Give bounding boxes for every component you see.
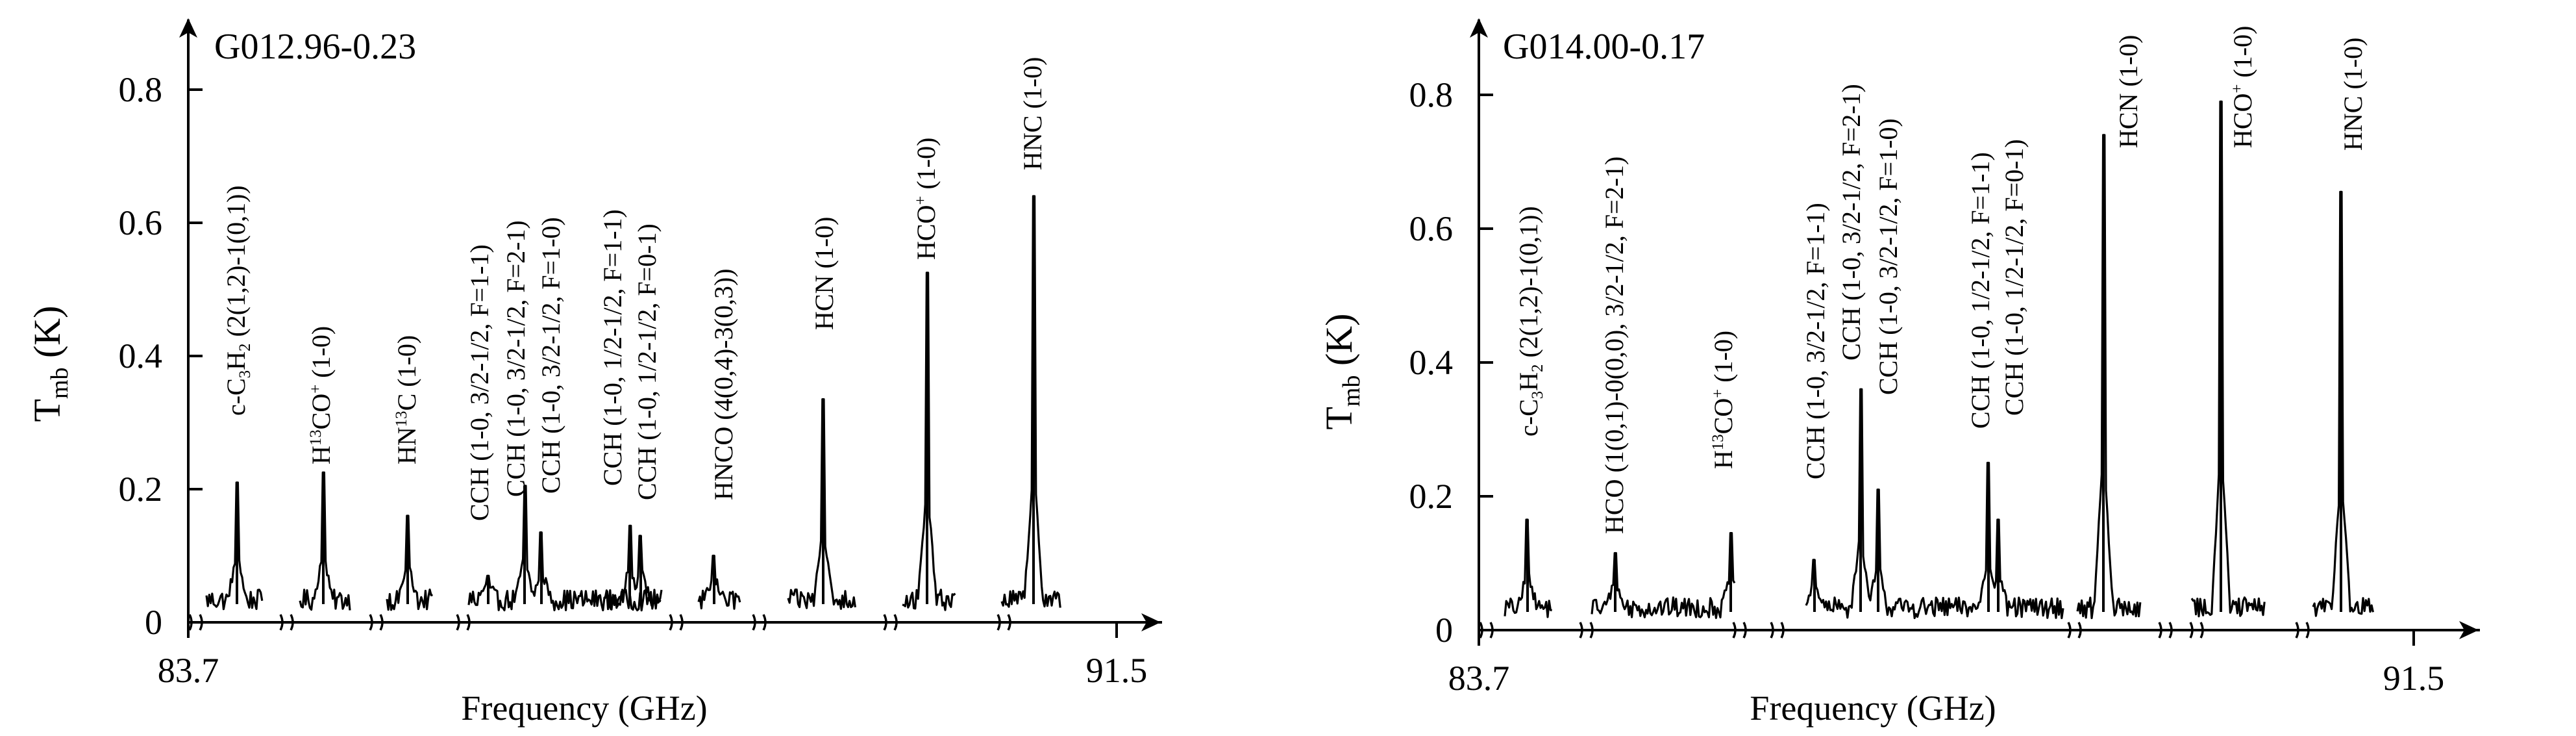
y-tick-label: 0.6 [119,203,163,242]
panel-title: G012.96-0.23 [214,27,416,67]
y-tick-label: 0.8 [119,70,163,109]
axis-break [669,614,684,631]
y-axis-label: Tmb (K) [1318,313,1365,429]
spectrum-segment [787,398,856,610]
line-label: HNC (1-0) [2338,38,2368,151]
line-label: HCO (1(0,1)-0(0,0), 3/2-1/2, F=2-1) [1600,157,1629,534]
line-label: HN13​C (1-0) [392,335,421,464]
spectrum-segment [902,272,956,611]
axis-break [188,614,203,631]
axis-break [2158,622,2173,639]
spectrum-segment [299,471,351,611]
axis-break [883,614,898,631]
axis-break [2067,622,2082,639]
spectrum-segment [1000,195,1061,608]
line-label: HNCO (4(0,4)-3(0,3)) [709,268,738,500]
y-tick-label: 0.4 [1409,343,1454,382]
panel-g012: 0 0.2 0.4 0.6 0.8 83.7 91.5 G012.96-0.23 Frequen… [26,18,1162,728]
spectrum-segment [1591,532,1736,619]
spectrum-segment [467,485,663,612]
axis-break [456,614,471,631]
axis-break [1479,622,1494,639]
y-tick-label: 0.8 [1409,75,1454,114]
x-axis-label: Frequency (GHz) [1750,689,1996,728]
line-label: CCH (1-0, 1/2-1/2, F=0-1) [632,223,662,500]
line-label: CCH (1-0, 3/2-1/2, F=1-0) [536,217,565,494]
line-label: CCH (1-0, 3/2-1/2, F=1-1) [1801,203,1830,479]
y-tick-label: 0.6 [1409,209,1454,248]
line-label: HNC (1-0) [1018,57,1047,170]
line-label: HCO+​ (1-0) [911,138,941,260]
line-label: HCO+​ (1-0) [2228,26,2257,148]
x-axis-arrow [1141,613,1161,631]
x-axis-label: Frequency (GHz) [461,689,707,728]
x-tick-label: 83.7 [1448,659,1510,698]
line-label: H13​CO+​ (1-0) [1709,331,1738,469]
y-axis-label: Tmb (K) [26,305,73,422]
panel-g014: 0 0.2 0.4 0.6 0.8 83.7 91.5 G014.00-0.17 Frequen… [1318,18,2480,728]
line-label: CCH (1-0, 3/2-1/2, F=2-1) [1837,84,1866,361]
axis-break [1770,622,1785,639]
line-label: c-C3​H2​ (2(1,2)-1(0,1)) [221,185,254,416]
line-label: HCN (1-0) [810,217,839,330]
line-label: CCH (1-0, 3/2-1/2, F=1-1) [465,244,494,521]
spectrum-segment [386,514,433,611]
spectrum-segment [697,554,741,610]
spectrum-segment [1805,388,2064,620]
line-label: CCH (1-0, 3/2-1/2, F=1-0) [1874,118,1903,395]
x-tick-label: 91.5 [1086,651,1148,690]
axis-break [369,614,384,631]
y-tick-label: 0.2 [1409,477,1454,516]
line-label: CCH (1-0, 1/2-1/2, F=0-1) [2000,139,2029,416]
spectrum-segment [603,524,662,611]
axis-break [1732,622,1747,639]
line-label: CCH (1-0, 1/2-1/2, F=1-1) [598,209,627,486]
spectrum-segment [2312,190,2374,617]
line-label: H13​CO+​ (1-0) [306,326,336,464]
line-label: HCN (1-0) [2114,35,2143,148]
axis-break [1579,622,1594,639]
y-tick-label: 0.4 [119,336,163,375]
x-tick-label: 83.7 [158,651,219,690]
line-label: c-C3​H2​ (2(1,2)-1(0,1)) [1514,206,1546,437]
line-label: CCH (1-0, 3/2-1/2, F=2-1) [501,220,530,497]
spectrum-segment [2076,134,2142,620]
y-tick-label: 0 [145,603,162,642]
spectrum-segment [205,481,264,611]
spectrum-segment [2190,100,2266,618]
y-tick-label: 0.2 [119,470,163,509]
panel-title: G014.00-0.17 [1503,27,1705,67]
axis-break [2189,622,2204,639]
y-axis-arrow [1470,18,1488,38]
x-tick-label: 91.5 [2383,659,2445,698]
axis-break [997,614,1011,631]
line-label: CCH (1-0, 1/2-1/2, F=1-1) [1966,152,1995,429]
axis-break [2295,622,2310,639]
y-axis-arrow [179,18,197,38]
axis-break [279,614,294,631]
y-tick-label: 0 [1435,611,1453,650]
axis-break [752,614,767,631]
x-axis-arrow [2459,621,2479,639]
